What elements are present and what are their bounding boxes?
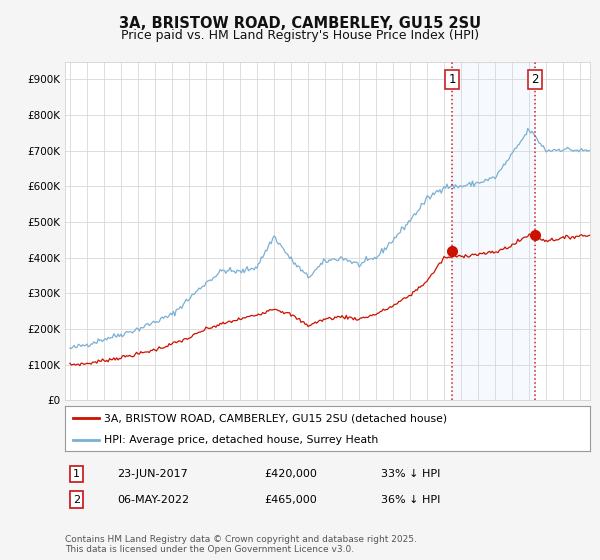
Text: 3A, BRISTOW ROAD, CAMBERLEY, GU15 2SU: 3A, BRISTOW ROAD, CAMBERLEY, GU15 2SU: [119, 16, 481, 31]
Text: 36% ↓ HPI: 36% ↓ HPI: [381, 494, 440, 505]
Text: £420,000: £420,000: [264, 469, 317, 479]
Text: 06-MAY-2022: 06-MAY-2022: [117, 494, 189, 505]
Text: Price paid vs. HM Land Registry's House Price Index (HPI): Price paid vs. HM Land Registry's House …: [121, 29, 479, 42]
Text: 1: 1: [73, 469, 80, 479]
Text: 1: 1: [448, 73, 456, 86]
Text: £465,000: £465,000: [264, 494, 317, 505]
Text: Contains HM Land Registry data © Crown copyright and database right 2025.
This d: Contains HM Land Registry data © Crown c…: [65, 535, 416, 554]
Text: 33% ↓ HPI: 33% ↓ HPI: [381, 469, 440, 479]
Text: 2: 2: [532, 73, 539, 86]
Bar: [452, 62, 535, 400]
Text: HPI: Average price, detached house, Surrey Heath: HPI: Average price, detached house, Surr…: [104, 435, 379, 445]
Text: 23-JUN-2017: 23-JUN-2017: [117, 469, 188, 479]
Text: 3A, BRISTOW ROAD, CAMBERLEY, GU15 2SU (detached house): 3A, BRISTOW ROAD, CAMBERLEY, GU15 2SU (d…: [104, 413, 448, 423]
Text: 2: 2: [73, 494, 80, 505]
